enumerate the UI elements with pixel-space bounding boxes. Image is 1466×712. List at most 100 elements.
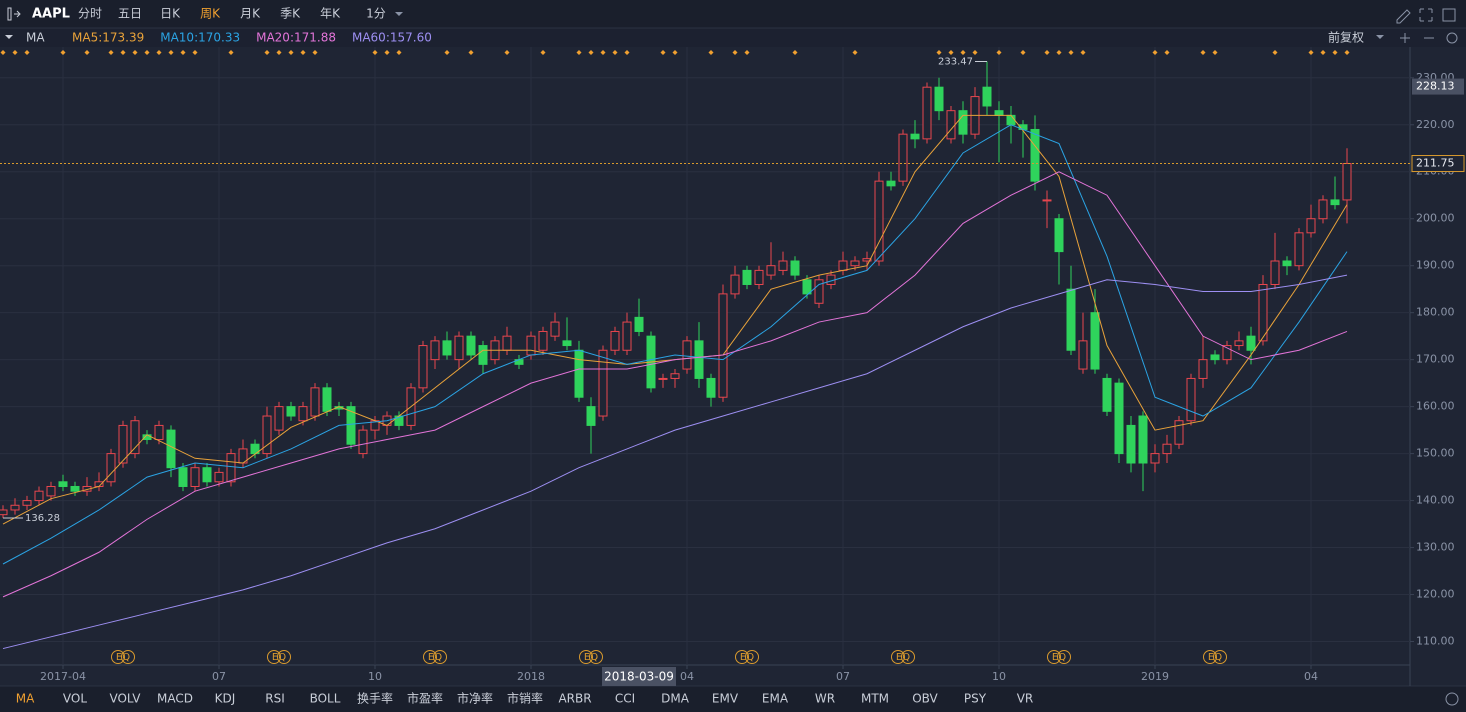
candle-body [1006, 114, 1016, 126]
signal-marker [228, 50, 234, 55]
interval[interactable]: 1分 [366, 7, 386, 21]
settings-icon[interactable] [1446, 32, 1458, 44]
window-icon[interactable] [1442, 8, 1456, 22]
candle-body [958, 110, 968, 135]
signal-marker [1332, 50, 1338, 55]
candle-body [70, 485, 80, 492]
event-label: EQ [116, 652, 130, 663]
signal-marker [264, 50, 270, 55]
indicator-tab[interactable]: EMA [762, 692, 789, 706]
indicator-tab[interactable]: ARBR [558, 692, 591, 706]
indicator-name: MA [26, 31, 45, 45]
indicator-tab[interactable]: MTM [861, 692, 889, 706]
y-tick-label: 110.00 [1416, 635, 1455, 648]
event-label: EQ [1052, 652, 1066, 663]
event-marker[interactable] [423, 650, 437, 664]
period-tab[interactable]: 年K [320, 7, 341, 21]
event-marker[interactable] [579, 650, 593, 664]
indicator-tab[interactable]: DMA [661, 692, 690, 706]
indicator-row [0, 28, 1466, 47]
period-tab[interactable]: 日K [160, 7, 181, 21]
candle-body [1174, 420, 1184, 445]
signal-marker [108, 50, 114, 55]
event-marker [589, 650, 603, 664]
indicator-tab[interactable]: 市销率 [507, 691, 543, 706]
indicator-tab[interactable]: OBV [912, 692, 938, 706]
signal-marker [192, 50, 198, 55]
candle-body [670, 373, 680, 379]
event-marker[interactable] [267, 650, 281, 664]
indicator-tab[interactable]: KDJ [215, 692, 236, 706]
candle-body [1198, 359, 1208, 379]
candle-body [730, 274, 740, 295]
indicator-tab[interactable]: MA [16, 692, 35, 706]
indicator-tab[interactable]: VR [1017, 692, 1034, 706]
period-tab[interactable]: 季K [280, 7, 301, 21]
candle-body [58, 481, 68, 487]
candle-body [226, 453, 236, 483]
crosshair-date-box [602, 667, 676, 686]
signal-marker [1200, 50, 1206, 55]
ma-line [2, 171, 1348, 598]
indicator-tab[interactable]: WR [815, 692, 835, 706]
candle-body [682, 340, 692, 370]
event-marker[interactable] [1203, 650, 1217, 664]
signal-marker [24, 50, 30, 55]
indicator-tab[interactable]: RSI [265, 692, 285, 706]
indicator-tab[interactable]: 市盈率 [407, 691, 443, 706]
candle-body [154, 424, 164, 441]
y-tick-label: 220.00 [1416, 118, 1455, 131]
event-label: EQ [584, 652, 598, 663]
signal-marker [744, 50, 750, 55]
signal-marker [792, 50, 798, 55]
signal-marker [1344, 50, 1350, 55]
event-marker[interactable] [735, 650, 749, 664]
signal-marker [1212, 50, 1218, 55]
y-tick-label: 200.00 [1416, 212, 1455, 225]
indicator-tab[interactable]: VOL [63, 692, 87, 706]
period-tab[interactable]: 分时 [78, 7, 102, 21]
candle-body [1030, 128, 1040, 182]
candle-body [598, 349, 608, 417]
signal-marker [12, 50, 18, 55]
indicator-tab[interactable]: MACD [157, 692, 193, 706]
period-tab[interactable]: 周K [200, 7, 221, 21]
x-tick-label: 2019 [1141, 670, 1169, 683]
adjust-mode[interactable]: 前复权 [1328, 30, 1364, 45]
dropdown-arrow[interactable] [395, 12, 403, 16]
period-tab[interactable]: 月K [240, 7, 261, 21]
candle-body [118, 424, 128, 464]
signal-marker [624, 50, 630, 55]
signal-marker [672, 50, 678, 55]
candle-body [178, 467, 188, 487]
fullscreen-icon[interactable] [1419, 8, 1433, 22]
indicator-tab[interactable]: 市净率 [457, 691, 493, 706]
indicator-tab[interactable]: 换手率 [357, 691, 393, 706]
signal-marker [60, 50, 66, 55]
indicator-tab[interactable]: VOLV [109, 692, 141, 706]
period-tab[interactable]: 五日 [118, 7, 142, 21]
pen-icon[interactable] [1396, 9, 1411, 24]
indicator-tab[interactable]: CCI [615, 692, 635, 706]
candle-body [1294, 232, 1304, 267]
signal-marker [156, 50, 162, 55]
zoom-icons[interactable] [1400, 33, 1434, 43]
event-marker [121, 650, 135, 664]
event-marker[interactable] [1047, 650, 1061, 664]
settings-icon[interactable] [1445, 692, 1459, 706]
event-marker[interactable] [111, 650, 125, 664]
indicator-tab[interactable]: PSY [964, 692, 987, 706]
signal-marker [1020, 50, 1026, 55]
indicator-tab[interactable]: BOLL [310, 692, 341, 706]
signal-marker [1080, 50, 1086, 55]
event-label: EQ [272, 652, 286, 663]
signal-marker [972, 50, 978, 55]
collapse-arrow[interactable] [5, 35, 13, 39]
sidebar-toggle[interactable] [7, 7, 21, 21]
signal-marker [120, 50, 126, 55]
candle-body [1318, 199, 1328, 220]
event-marker[interactable] [891, 650, 905, 664]
dropdown-arrow[interactable] [1376, 35, 1384, 39]
indicator-tab[interactable]: EMV [712, 692, 739, 706]
x-tick-label: 10 [992, 670, 1006, 683]
